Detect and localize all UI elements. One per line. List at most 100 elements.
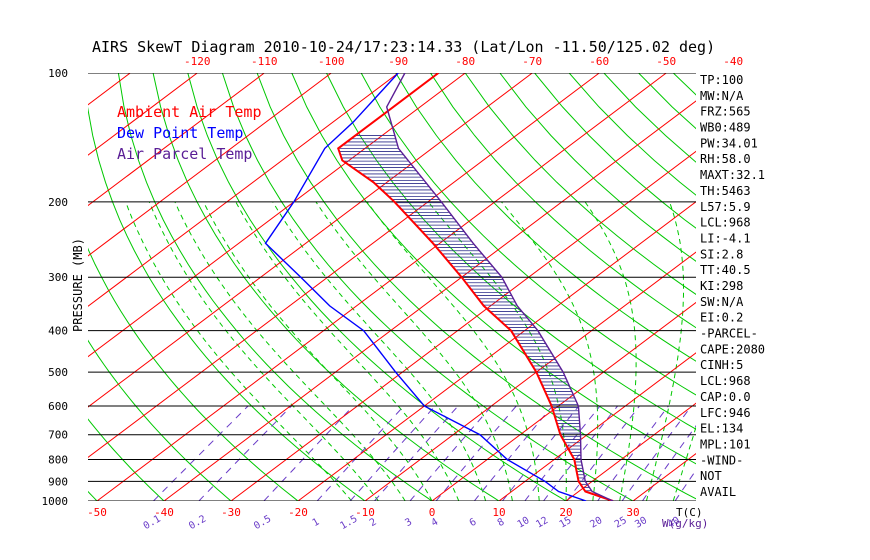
ambient-temp-line	[337, 73, 614, 501]
index-value: PW:34.01	[700, 136, 758, 150]
top-temp-tick-label: -70	[522, 55, 542, 68]
mixing-ratio-unit: W(g/kg)	[662, 517, 708, 530]
isotherm	[88, 73, 600, 459]
isotherm	[297, 201, 696, 501]
pressure-tick-label: 900	[48, 475, 68, 488]
parcel-temp-line	[385, 73, 614, 501]
index-value: -PARCEL-	[700, 327, 758, 341]
top-temp-tick-label: -100	[318, 55, 345, 68]
dry-adiabat	[326, 73, 696, 430]
x-axis-unit: T(C)	[676, 506, 703, 519]
dry-adiabat	[88, 339, 232, 501]
mixing-ratio-label: 12	[534, 515, 550, 531]
index-value: LCL:968	[700, 216, 751, 230]
pressure-tick-label: 400	[48, 325, 68, 338]
dry-adiabat	[187, 73, 567, 501]
index-value: CINH:5	[700, 358, 743, 372]
mixing-ratio-label: 4	[429, 517, 440, 530]
mixing-ratio-label: 6	[468, 517, 479, 530]
mixing-ratio-line	[374, 405, 459, 501]
dry-adiabat	[430, 73, 696, 329]
pressure-tick-label: 500	[48, 366, 68, 379]
index-value: MAXT:32.1	[700, 168, 765, 182]
isotherm	[565, 402, 696, 501]
pressure-tick-label: 200	[48, 196, 68, 209]
index-value: TH:5463	[700, 184, 751, 198]
mixing-ratio-line	[597, 405, 669, 501]
moist-adiabat	[672, 425, 696, 501]
index-value: AVAIL	[700, 485, 736, 499]
moist-adiabat	[584, 201, 637, 501]
isotherm	[431, 301, 696, 501]
mixing-ratio-label: 8	[496, 517, 507, 530]
moist-adiabat	[366, 201, 540, 501]
index-value: TP:100	[700, 73, 743, 87]
index-value: EI:0.2	[700, 311, 743, 325]
cape-hatch	[338, 135, 598, 495]
pressure-tick-label: 800	[48, 454, 68, 467]
dry-adiabat	[88, 247, 299, 501]
isotherm	[88, 73, 533, 408]
dry-adiabat	[499, 73, 696, 262]
mixing-ratio-label: 0.5	[252, 514, 273, 533]
index-value: LI:-4.1	[700, 231, 751, 245]
mixing-ratio-line	[621, 405, 692, 501]
isotherm	[767, 73, 870, 501]
mixing-ratio-line	[641, 425, 696, 501]
isotherm	[88, 73, 332, 257]
bottom-temp-tick-label: -50	[87, 506, 107, 519]
top-temp-tick-label: -40	[723, 55, 743, 68]
dry-adiabat	[464, 73, 696, 295]
pressure-tick-label: 700	[48, 429, 68, 442]
dry-adiabat	[88, 418, 165, 501]
moist-adiabat	[235, 201, 460, 501]
isotherm	[88, 73, 466, 358]
dry-adiabat	[395, 73, 696, 362]
moist-adiabat	[148, 201, 379, 501]
pressure-tick-label: 100	[48, 67, 68, 80]
moist-adiabat	[427, 201, 567, 501]
mixing-ratio-label: 0.2	[187, 514, 208, 533]
legend-item: Dew Point Temp	[117, 124, 243, 142]
index-value: MW:N/A	[700, 89, 744, 103]
legend-item: Air Parcel Temp	[117, 145, 252, 163]
top-temp-tick-label: -120	[184, 55, 211, 68]
bottom-temp-tick-label: 0	[429, 506, 436, 519]
isotherm	[88, 73, 265, 207]
index-value: LCL:968	[700, 374, 751, 388]
bottom-temp-tick-label: 30	[626, 506, 639, 519]
bottom-temp-tick-label: -40	[154, 506, 174, 519]
mixing-ratio-label: 10	[516, 515, 532, 531]
index-value: L57:5.9	[700, 200, 751, 214]
bottom-temp-tick-label: -30	[221, 506, 241, 519]
mixing-ratio-label: 25	[613, 515, 629, 531]
dry-adiabat	[777, 73, 870, 501]
dew-point-line	[264, 73, 587, 501]
index-value: SW:N/A	[700, 295, 744, 309]
series-layer	[264, 73, 614, 501]
dry-adiabat	[152, 73, 500, 501]
bottom-temp-tick-label: 20	[559, 506, 572, 519]
dry-adiabat	[256, 73, 696, 500]
isotherm	[230, 150, 696, 501]
index-value: MPL:101	[700, 437, 751, 451]
mixing-ratio-label: 3	[403, 517, 414, 530]
index-value: EL:134	[700, 422, 743, 436]
index-value: TT:40.5	[700, 263, 751, 277]
moist-adiabat	[501, 201, 599, 501]
mixing-ratio-label: 40	[666, 515, 682, 531]
bottom-temp-tick-label: -20	[288, 506, 308, 519]
isotherm	[88, 73, 198, 156]
moist-adiabat	[272, 201, 487, 501]
mixing-ratio-line	[153, 405, 249, 501]
dry-adiabat	[743, 73, 870, 501]
dry-adiabat	[0, 73, 30, 501]
index-value: WB0:489	[700, 121, 751, 135]
index-value: NOT	[700, 469, 722, 483]
moist-adiabat	[202, 201, 433, 501]
top-temp-tick-label: -90	[388, 55, 408, 68]
legend: Ambient Air Temp Dew Point Temp Air Parcel…	[117, 103, 262, 163]
mixing-ratio-label: 30	[633, 515, 649, 531]
top-temp-tick-label: -110	[251, 55, 278, 68]
